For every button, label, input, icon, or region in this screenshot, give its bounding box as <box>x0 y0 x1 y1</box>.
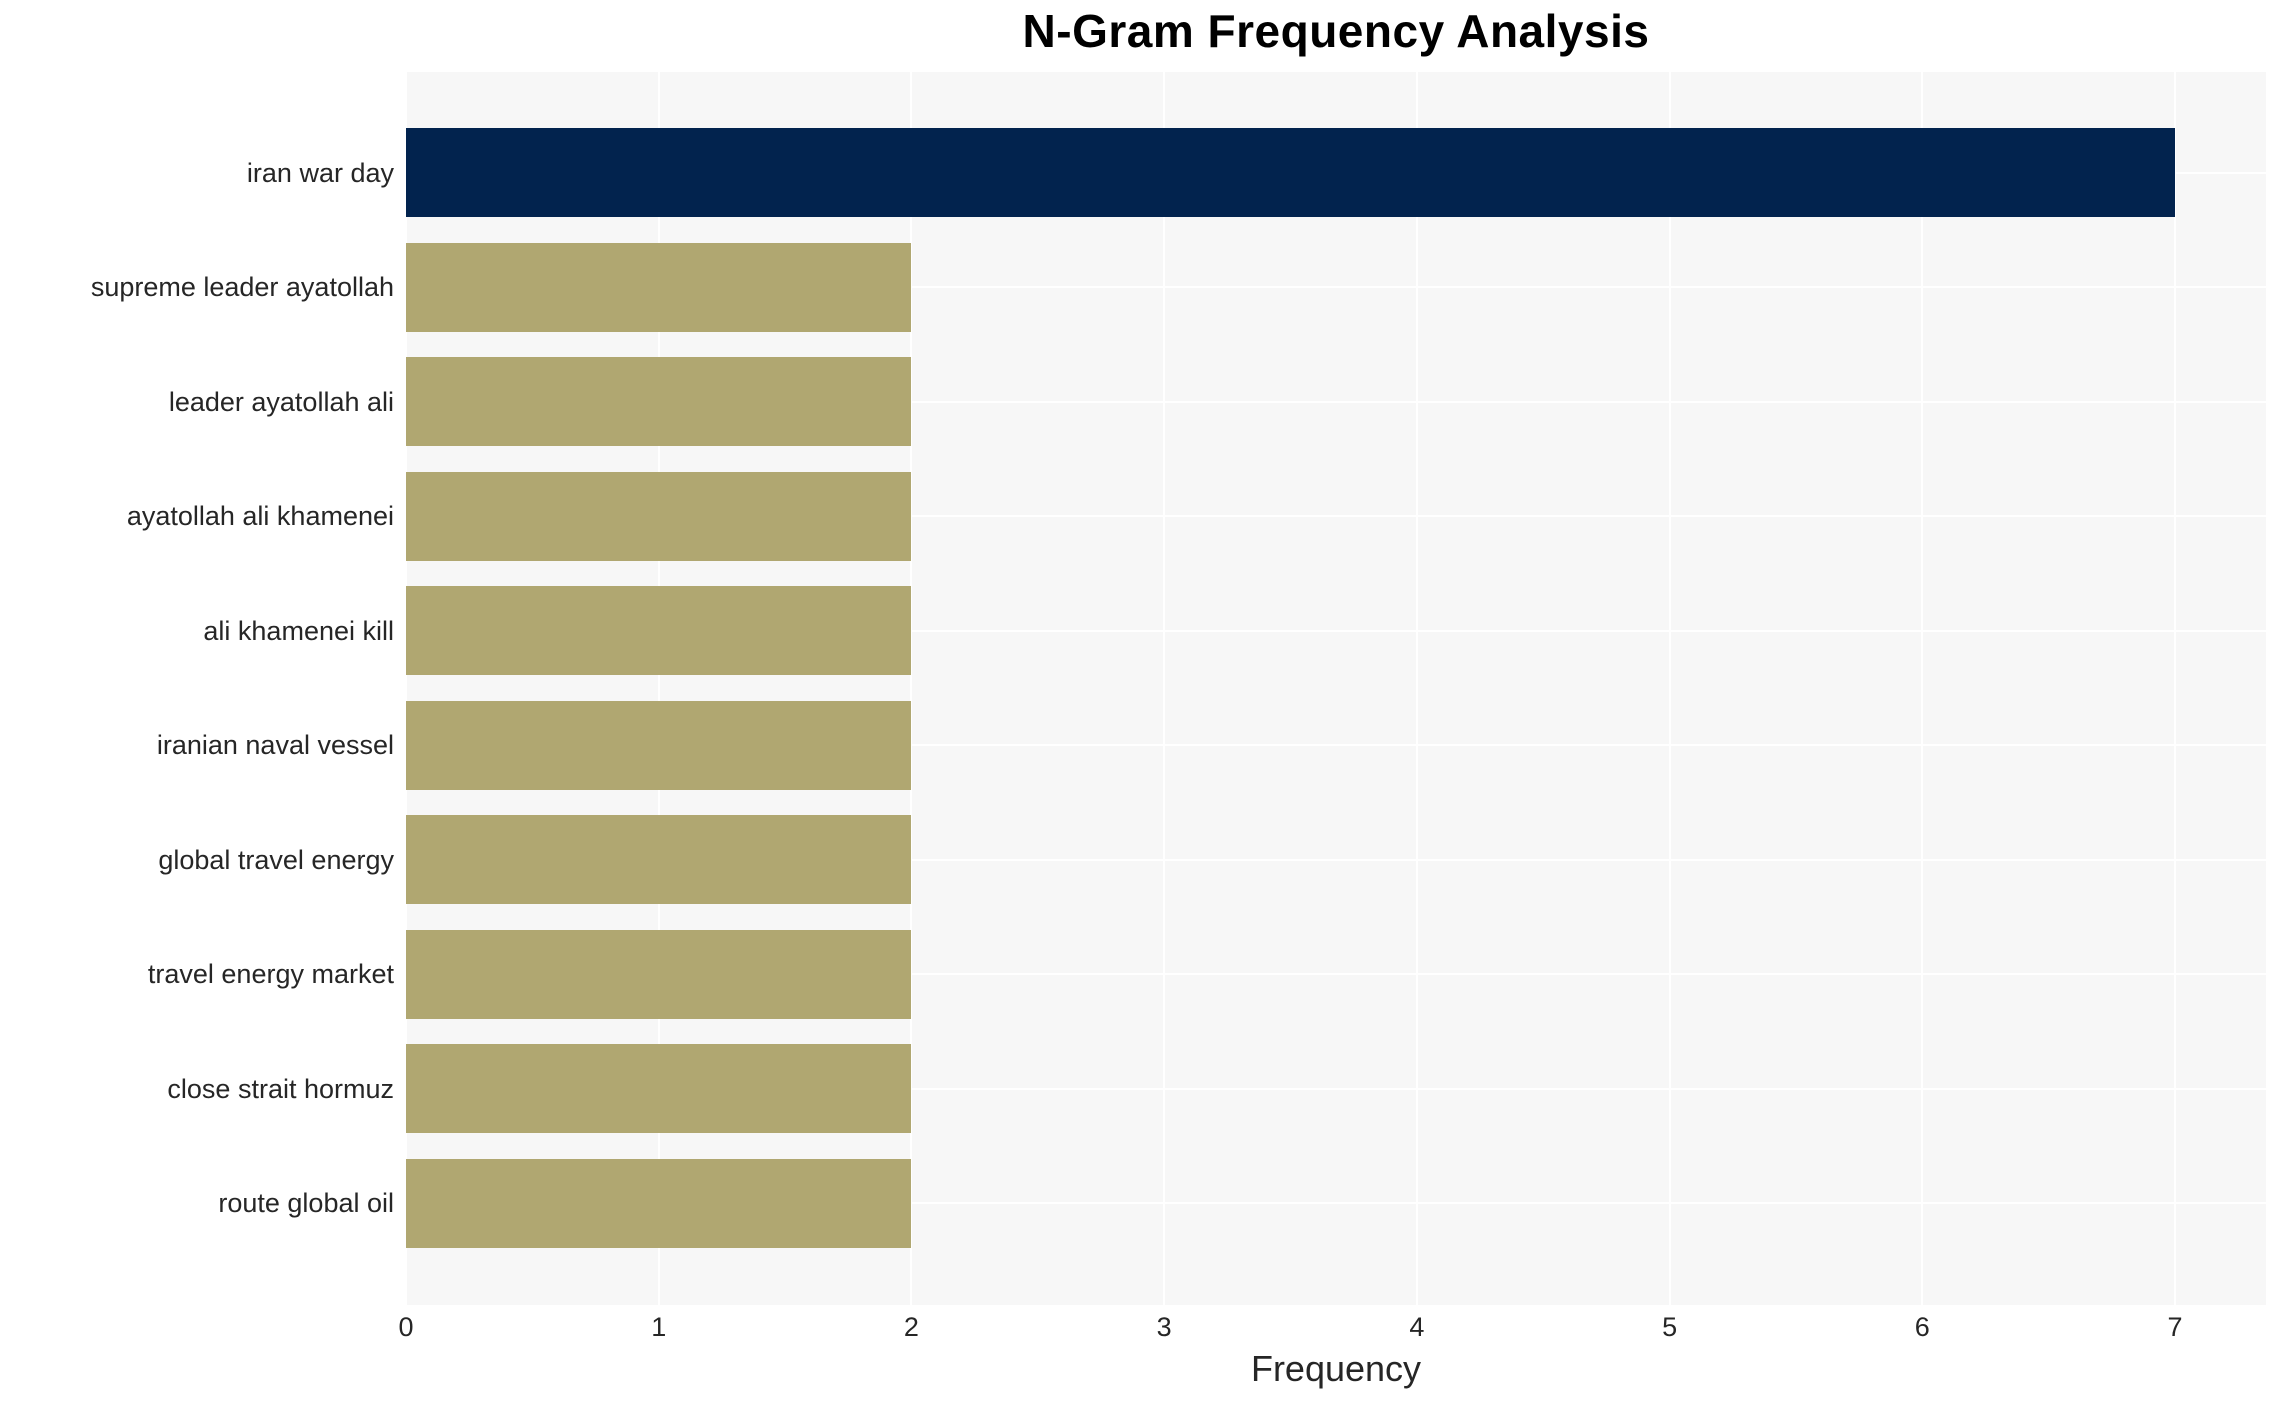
y-tick-label: ayatollah ali khamenei <box>126 501 394 531</box>
v-gridline <box>2174 72 2177 1305</box>
y-tick-label: close strait hormuz <box>167 1073 394 1104</box>
bar-ali-khamenei-kill <box>406 586 912 675</box>
x-tick-label: 0 <box>398 1312 414 1342</box>
h-gridline <box>406 744 2266 746</box>
v-gridline <box>910 72 913 1305</box>
plot-area <box>405 72 2266 1305</box>
y-tick-label: route global oil <box>218 1188 394 1218</box>
y-tick-label: iran war day <box>246 157 394 188</box>
bar-travel-energy-market <box>406 929 912 1019</box>
bar-close-strait-hormuz <box>406 1044 912 1133</box>
y-tick-label: global travel energy <box>158 844 394 875</box>
h-gridline <box>406 1202 2266 1204</box>
y-tick-label: travel energy market <box>147 959 394 989</box>
x-tick-label: 2 <box>903 1312 919 1342</box>
v-gridline <box>1415 72 1418 1305</box>
bar-iran-war-day <box>406 128 2176 217</box>
h-gridline <box>406 858 2266 861</box>
x-tick-label: 6 <box>1914 1312 1930 1342</box>
h-gridline <box>406 400 2266 403</box>
v-gridline <box>1163 72 1166 1305</box>
bar-supreme-leader-ayatollah <box>406 242 912 332</box>
h-gridline <box>406 973 2266 975</box>
bar-leader-ayatollah-ali <box>406 357 912 446</box>
h-gridline <box>406 515 2266 517</box>
v-gridline <box>405 72 407 1305</box>
h-gridline <box>406 286 2266 288</box>
bar-iranian-naval-vessel <box>406 700 912 790</box>
x-tick-label: 7 <box>2167 1312 2183 1342</box>
v-gridline <box>657 72 660 1305</box>
x-tick-label: 4 <box>1409 1312 1425 1342</box>
h-gridline <box>406 1087 2266 1090</box>
y-tick-label: ali khamenei kill <box>203 615 394 646</box>
v-gridline <box>1668 72 1671 1305</box>
v-gridline <box>1921 72 1924 1305</box>
x-tick-label: 3 <box>1156 1312 1172 1342</box>
x-tick-label: 5 <box>1662 1312 1678 1342</box>
y-tick-label: iranian naval vessel <box>156 730 394 760</box>
bar-global-travel-energy <box>406 815 912 904</box>
bar-route-global-oil <box>406 1158 912 1248</box>
bar-ayatollah-ali-khamenei <box>406 471 912 561</box>
x-axis-label: Frequency <box>1250 1348 1422 1389</box>
chart-title: N-Gram Frequency Analysis <box>1022 5 1650 57</box>
h-gridline <box>406 629 2266 632</box>
x-tick-label: 1 <box>651 1312 667 1342</box>
y-tick-label: leader ayatollah ali <box>168 386 394 417</box>
y-tick-label: supreme leader ayatollah <box>90 272 394 302</box>
